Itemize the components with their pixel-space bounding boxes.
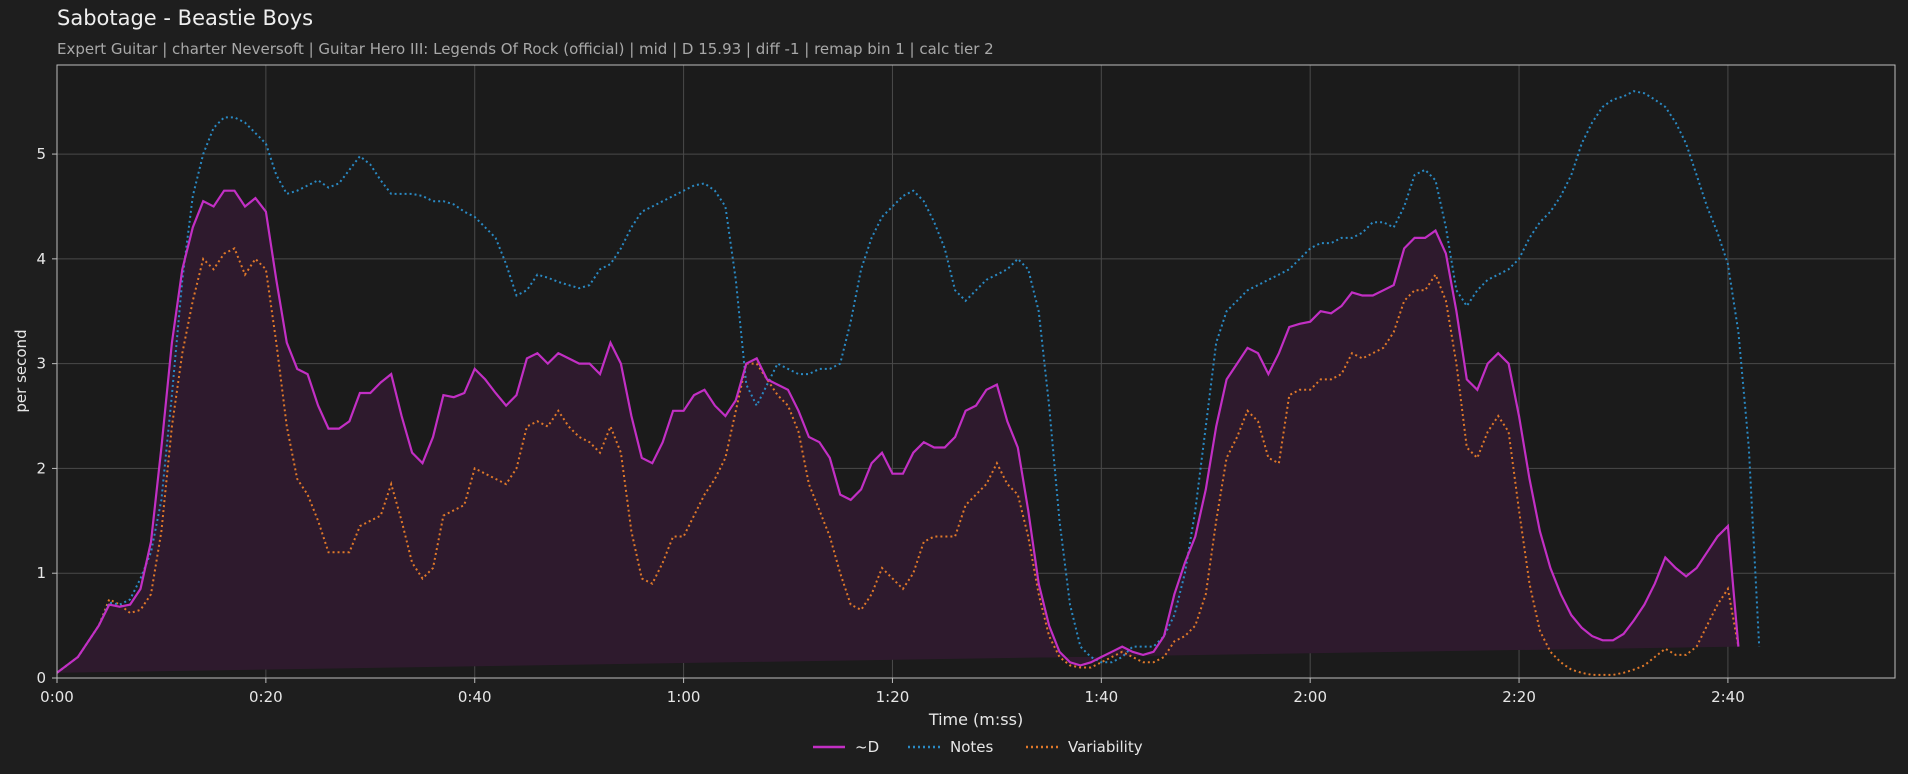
chart-title: Sabotage - Beastie Boys xyxy=(57,6,314,30)
x-tick-label: 1:40 xyxy=(1084,688,1118,706)
y-tick-label: 0 xyxy=(36,669,46,687)
x-tick-label: 1:20 xyxy=(876,688,910,706)
y-tick-label: 3 xyxy=(36,355,46,373)
legend-item-d: ~D xyxy=(813,738,879,756)
series-variability-line xyxy=(56,247,1740,676)
axes: 0:00 0:20 0:40 1:00 1:20 1:40 2:00 2:20 2:40 0 1 2 3… xyxy=(36,64,1896,706)
series-notes-line xyxy=(56,90,1761,674)
series-layer xyxy=(56,90,1761,676)
legend: ~D Notes Variability xyxy=(813,738,1143,756)
y-tick-label: 4 xyxy=(36,250,46,268)
series-d-fill xyxy=(57,190,1739,673)
legend-label: Notes xyxy=(950,738,994,756)
series-d-line xyxy=(56,189,1740,674)
x-tick-label: 0:00 xyxy=(40,688,74,706)
x-tick-label: 0:40 xyxy=(458,688,492,706)
y-axis-label: per second xyxy=(12,329,30,412)
x-tick-label: 2:20 xyxy=(1502,688,1536,706)
legend-item-notes: Notes xyxy=(908,738,994,756)
legend-label: ~D xyxy=(855,738,879,756)
chart-subtitle: Expert Guitar | charter Neversoft | Guit… xyxy=(57,40,994,58)
x-tick-label: 1:00 xyxy=(667,688,701,706)
legend-item-variability: Variability xyxy=(1026,738,1143,756)
x-tick-label: 2:00 xyxy=(1293,688,1327,706)
legend-label: Variability xyxy=(1068,738,1143,756)
y-tick-label: 2 xyxy=(36,459,46,477)
x-tick-label: 0:20 xyxy=(249,688,283,706)
y-tick-label: 1 xyxy=(36,564,46,582)
y-tick-label: 5 xyxy=(36,145,46,163)
x-tick-label: 2:40 xyxy=(1711,688,1745,706)
plot-frame xyxy=(56,64,1896,679)
x-axis-label: Time (m:ss) xyxy=(928,710,1023,729)
